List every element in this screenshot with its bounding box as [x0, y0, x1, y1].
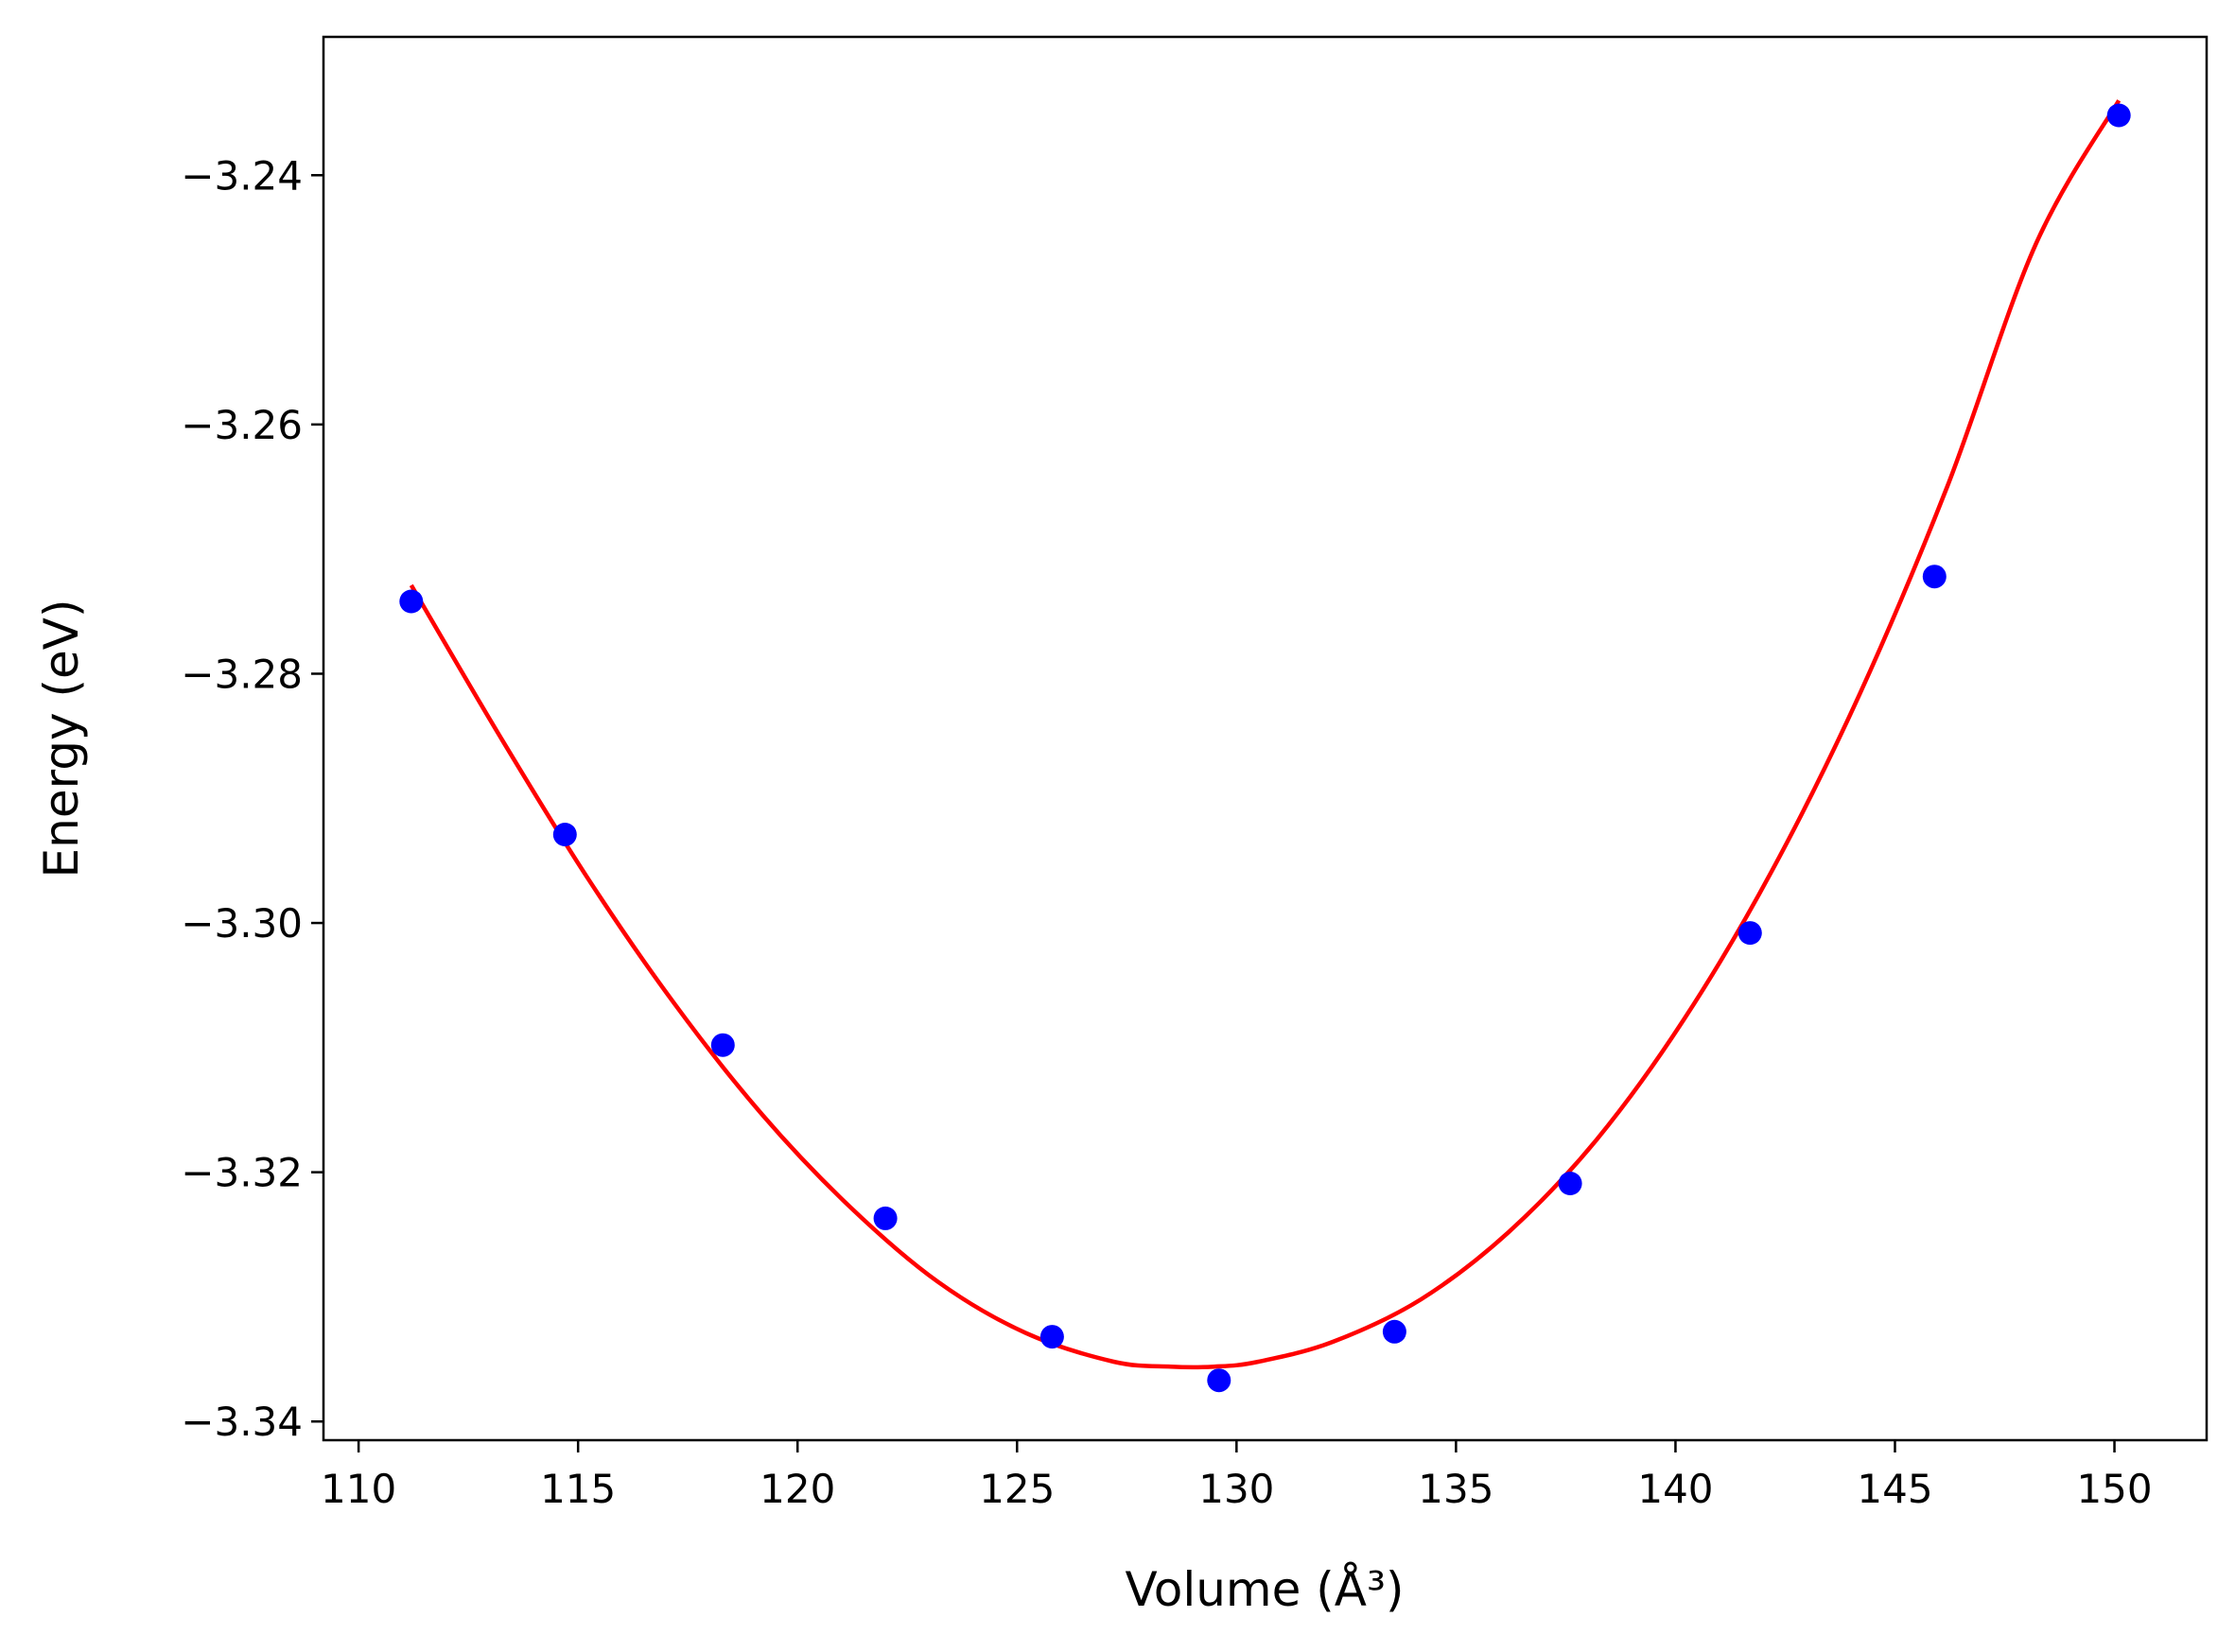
y-tick-label: −3.28 — [181, 651, 303, 697]
x-axis-label: Volume (Å³) — [1125, 1562, 1404, 1617]
data-point — [710, 1033, 735, 1057]
x-axis: 110 115 120 125 130 135 140 145 150 — [321, 1440, 2153, 1512]
data-point — [1039, 1325, 1064, 1349]
x-tick-label: 115 — [540, 1466, 616, 1512]
x-tick-label: 150 — [2076, 1466, 2152, 1512]
x-tick-label: 145 — [1857, 1466, 1932, 1512]
data-point — [1558, 1172, 1582, 1195]
y-axis-label: Energy (eV) — [34, 600, 89, 878]
y-tick-label: −3.34 — [181, 1399, 303, 1445]
data-point — [873, 1206, 898, 1230]
data-point — [399, 589, 424, 614]
y-tick-label: −3.30 — [181, 900, 303, 947]
x-tick-label: 110 — [321, 1466, 396, 1512]
plot-area — [323, 37, 2207, 1440]
x-tick-label: 120 — [760, 1466, 835, 1512]
x-tick-label: 125 — [979, 1466, 1055, 1512]
data-point — [1737, 921, 1762, 946]
data-point — [2106, 103, 2131, 128]
y-tick-label: −3.26 — [181, 402, 303, 448]
x-tick-label: 140 — [1637, 1466, 1713, 1512]
x-tick-label: 135 — [1418, 1466, 1493, 1512]
data-point — [552, 823, 577, 846]
data-marks — [399, 99, 2131, 1393]
y-axis: −3.34 −3.32 −3.30 −3.28 −3.26 −3.24 — [181, 152, 323, 1445]
x-tick-label: 130 — [1198, 1466, 1274, 1512]
plot-frame — [322, 35, 2209, 1442]
y-tick-label: −3.32 — [181, 1150, 303, 1196]
y-tick-label: −3.24 — [181, 152, 303, 199]
data-point — [1382, 1319, 1406, 1344]
data-point — [1207, 1368, 1231, 1393]
data-point — [1922, 565, 1947, 589]
fit-curve — [409, 99, 2122, 1370]
